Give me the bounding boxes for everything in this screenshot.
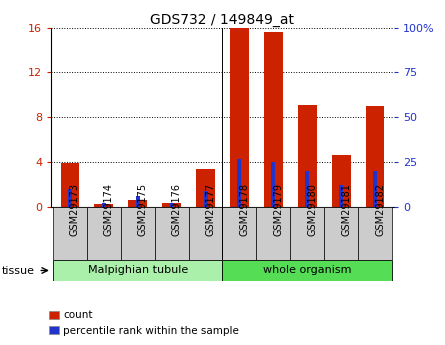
Bar [358,207,392,260]
Legend: count, percentile rank within the sample: count, percentile rank within the sample [45,306,243,340]
Bar [305,171,309,207]
Bar [68,189,72,207]
Text: GSM29180: GSM29180 [307,183,317,236]
Text: GSM29178: GSM29178 [239,183,250,236]
Bar [339,186,343,207]
Bar [94,204,113,207]
Bar [290,207,324,260]
Title: GDS732 / 149849_at: GDS732 / 149849_at [150,12,295,27]
Text: GSM29173: GSM29173 [70,183,80,236]
Bar [271,162,275,207]
Bar [121,207,155,260]
Bar [264,32,283,207]
Bar [196,169,215,207]
Bar [230,28,249,207]
Bar [162,203,181,207]
Bar [53,260,222,281]
Text: whole organism: whole organism [263,266,352,275]
Text: GSM29176: GSM29176 [172,183,182,236]
Text: GSM29179: GSM29179 [273,183,283,236]
Bar [189,207,222,260]
Bar [222,207,256,260]
Text: GSM29175: GSM29175 [138,183,148,236]
Bar [53,207,87,260]
Bar [102,204,106,207]
Bar [61,163,79,207]
Bar [332,155,351,207]
Bar [155,207,189,260]
Text: Malpighian tubule: Malpighian tubule [88,266,188,275]
Bar [324,207,358,260]
Bar [256,207,290,260]
Text: GSM29182: GSM29182 [375,183,385,236]
Bar [128,200,147,207]
Bar [366,106,384,207]
Text: GSM29177: GSM29177 [206,183,215,236]
Bar [87,207,121,260]
Bar [203,191,207,207]
Bar [238,159,242,207]
Text: GSM29174: GSM29174 [104,183,114,236]
Bar [136,196,140,207]
Bar [170,204,174,207]
Bar [222,260,392,281]
Text: tissue: tissue [2,266,35,276]
Bar [298,105,317,207]
Bar [373,171,377,207]
Text: GSM29181: GSM29181 [341,183,351,236]
